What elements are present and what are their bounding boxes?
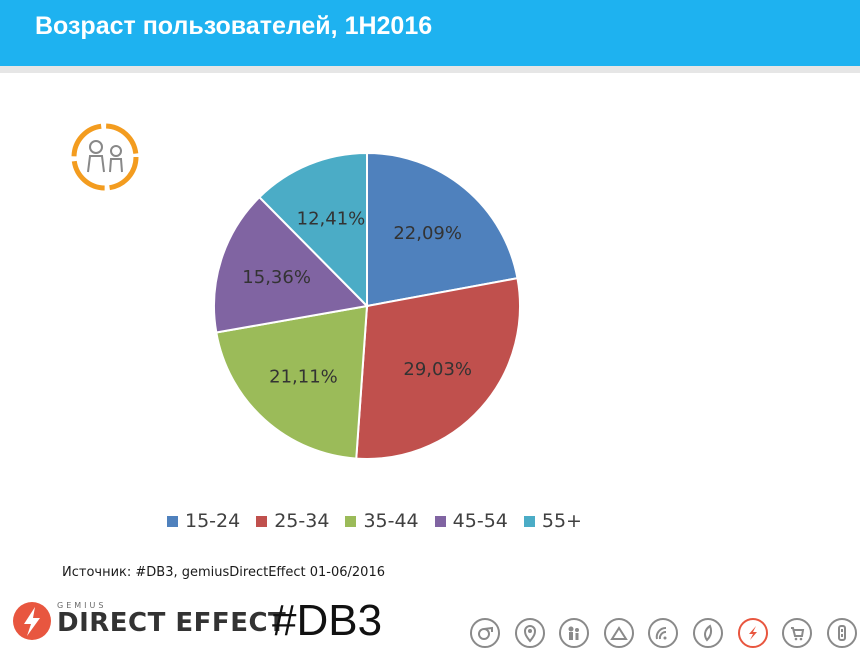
legend-swatch (345, 515, 357, 527)
legend-swatch (523, 515, 535, 527)
pie-slice-45-54 (213, 195, 370, 334)
pie-slice-label: 21,11% (269, 366, 338, 387)
whistle-icon[interactable] (470, 618, 500, 648)
legend-item-35-44: 35-44 (345, 510, 419, 532)
mountain-icon[interactable] (603, 618, 634, 648)
legend-swatch (256, 515, 268, 527)
header-bar: Возраст пользователей, 1H2016 (0, 0, 860, 66)
age-group-icon (71, 123, 139, 191)
wifi-icon[interactable] (648, 618, 679, 648)
legend-label: 25-34 (274, 510, 330, 532)
legend-item-55+: 55+ (523, 510, 582, 532)
source-note: Источник: #DB3, gemiusDirectEffect 01-06… (62, 565, 385, 580)
legend-item-45-54: 45-54 (434, 510, 508, 532)
hashtag-label: #DB3 (272, 596, 383, 645)
pie-slice-label: 15,36% (242, 267, 311, 288)
legend-swatch (434, 515, 446, 527)
cart-icon[interactable] (782, 618, 813, 648)
people-icon[interactable] (559, 618, 590, 648)
leaf-icon[interactable] (693, 618, 723, 648)
legend-label: 45-54 (452, 510, 508, 532)
legend-label: 55+ (541, 510, 582, 532)
logo-direct-effect-label: DIRECT EFFECT (57, 608, 287, 638)
logo-gemius-label: GEMIUS (57, 601, 107, 610)
header-divider (0, 66, 860, 73)
lightning-icon[interactable] (737, 618, 768, 648)
pie-slice-label: 22,09% (393, 223, 462, 244)
chart-legend: 15-24 25-34 35-44 45-54 55+ (167, 508, 598, 534)
legend-label: 35-44 (363, 510, 419, 532)
gemius-logo (13, 602, 51, 640)
pie-slice-label: 12,41% (297, 208, 366, 229)
page-title: Возраст пользователей, 1H2016 (35, 12, 433, 40)
legend-swatch (167, 515, 178, 527)
legend-item-15-24: 15-24 (167, 510, 240, 532)
pie-slice-15-24 (366, 151, 519, 308)
pie-slice-25-34 (355, 277, 521, 460)
pie-slice-label: 29,03% (403, 359, 472, 380)
pie-chart: 22,09% 29,03% 21,11% 15,36% 12,41% (213, 151, 521, 460)
legend-item-25-34: 25-34 (256, 510, 329, 532)
legend-label: 15-24 (185, 510, 241, 532)
pie-slice-55+ (258, 151, 368, 309)
pie-slice-35-44 (215, 304, 369, 460)
battery-icon[interactable] (826, 618, 857, 648)
location-icon[interactable] (514, 618, 545, 648)
